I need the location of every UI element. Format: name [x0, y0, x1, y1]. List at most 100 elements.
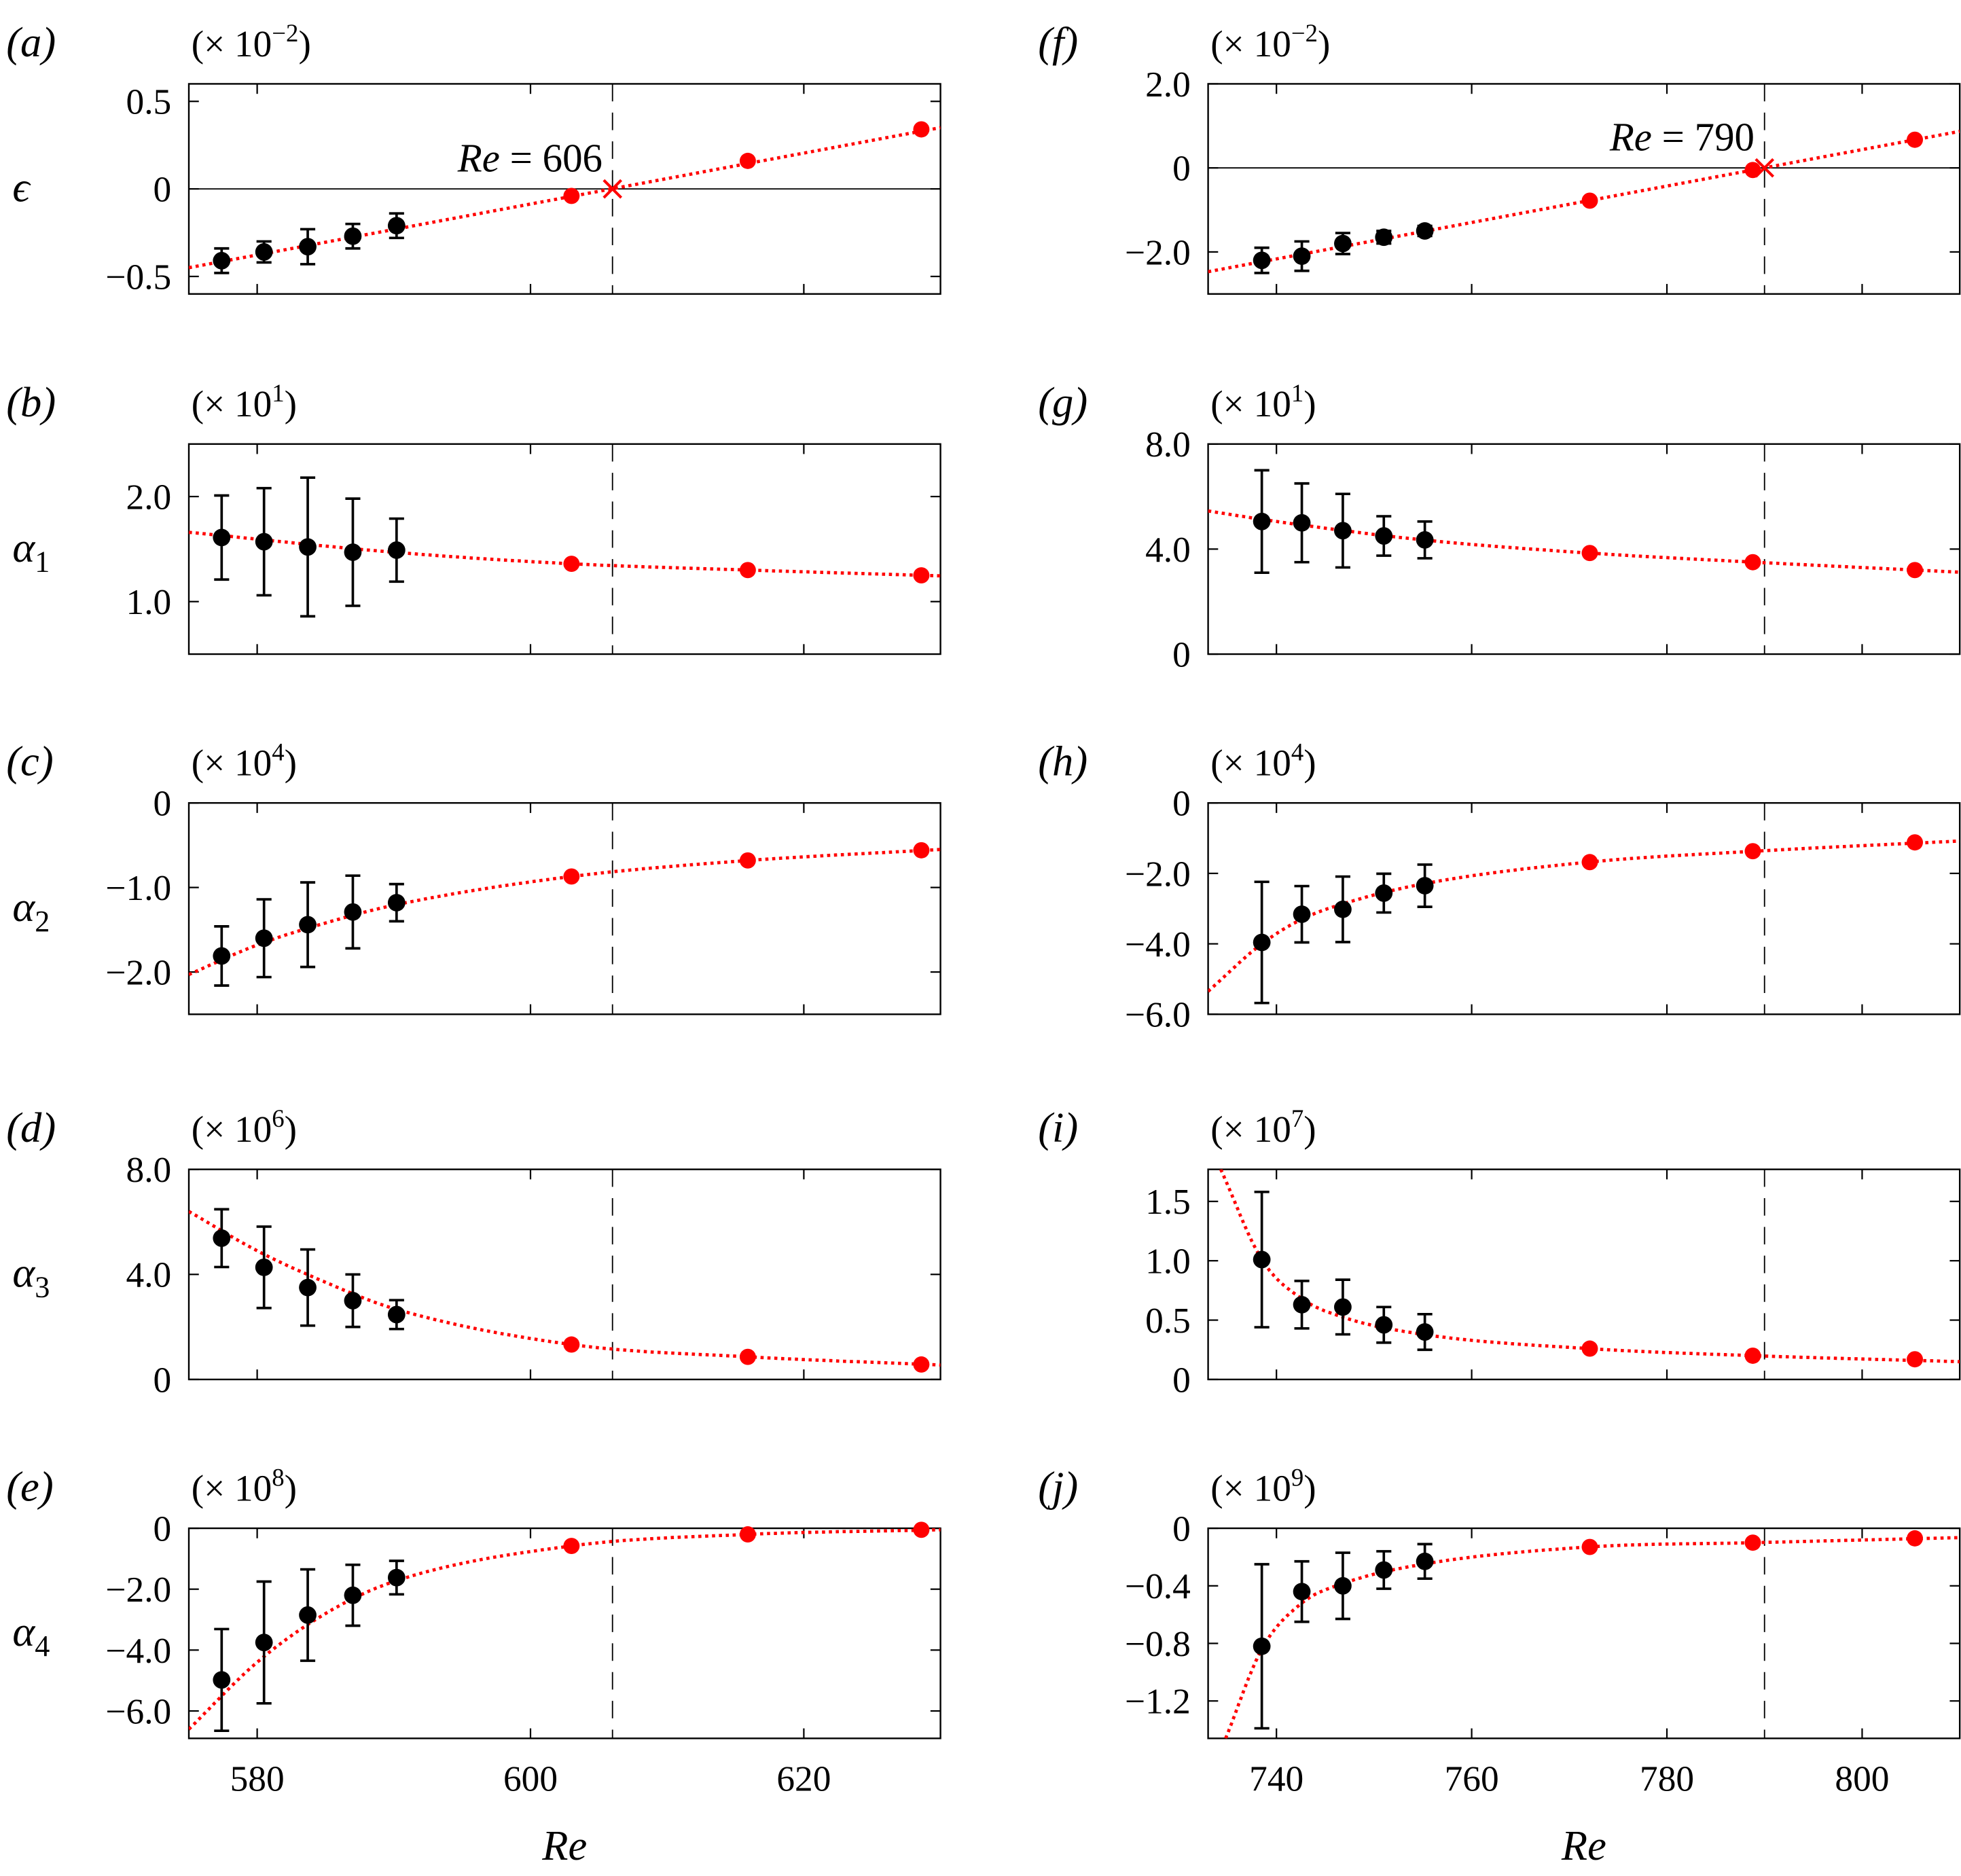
- y-tick-label: 0: [1172, 1359, 1191, 1400]
- measured-point: [1293, 1583, 1311, 1601]
- measured-point: [213, 251, 231, 270]
- plot-frame: [1207, 801, 1961, 1015]
- measured-point: [1334, 1298, 1352, 1316]
- measured-point: [1416, 222, 1434, 240]
- measured-point: [1375, 1561, 1393, 1579]
- fit-curve: [1219, 1169, 1960, 1364]
- y-tick-label: −4.0: [105, 1630, 171, 1671]
- measured-point: [344, 227, 362, 245]
- multiplier-close: ): [285, 383, 297, 425]
- axis-multiplier: (× 101): [192, 379, 297, 425]
- multiplier-exponent: 8: [272, 1463, 284, 1491]
- axis-multiplier: (× 104): [1210, 738, 1316, 784]
- measured-point: [1334, 234, 1352, 253]
- x-tick-label: 740: [1249, 1758, 1303, 1799]
- y-tick-label: 0: [1172, 148, 1191, 189]
- computed-point: [1744, 554, 1761, 571]
- computed-point: [739, 562, 756, 579]
- y-tick-label: 0: [154, 1508, 172, 1549]
- multiplier-exponent: −2: [1291, 19, 1318, 47]
- y-tick-label: 8.0: [126, 1149, 172, 1190]
- measured-point: [299, 238, 317, 256]
- annotation-value: = 606: [500, 136, 602, 180]
- fit-curve: [189, 848, 941, 976]
- y-label-symbol: ϵ: [12, 164, 31, 211]
- y-tick-label: 1.5: [1145, 1181, 1191, 1222]
- multiplier-close: ): [298, 23, 310, 65]
- multiplier-close: ): [1303, 742, 1316, 784]
- plot-frame: [187, 1527, 941, 1739]
- panel-label: (d): [6, 1104, 56, 1151]
- axis-multiplier: (× 104): [192, 738, 297, 784]
- y-tick-label: 0.5: [126, 82, 172, 122]
- computed-point: [1907, 131, 1924, 148]
- fit-curve: [1224, 1536, 1960, 1739]
- multiplier-close: ): [285, 742, 297, 784]
- multiplier-base: (× 10: [192, 742, 272, 784]
- measured-point: [1253, 933, 1271, 952]
- y-tick-label: 0: [1172, 634, 1191, 674]
- y-tick-label: −6.0: [1125, 994, 1191, 1035]
- y-tick-label: 0: [1172, 1508, 1191, 1549]
- measured-point: [1416, 530, 1434, 549]
- computed-point: [1907, 562, 1924, 579]
- multiplier-exponent: 1: [1291, 379, 1303, 407]
- measured-point: [213, 1229, 231, 1247]
- y-tick-label: −4.0: [1125, 924, 1191, 964]
- panel-j: (j) (× 109) 0 −0.4 −0.8 −1.2 740 760 780 800 Re: [1038, 1463, 1961, 1869]
- measured-point: [1334, 522, 1352, 540]
- measured-point: [213, 1671, 231, 1689]
- computed-point: [739, 1348, 756, 1365]
- y-tick-label: 0: [154, 169, 172, 210]
- computed-point: [1744, 1348, 1761, 1364]
- computed-point: [913, 1521, 930, 1538]
- multiplier-close: ): [1303, 1108, 1316, 1150]
- multiplier-close: ): [1318, 23, 1330, 65]
- plot-frame: [1207, 1168, 1961, 1381]
- x-tick-label: 600: [503, 1758, 558, 1799]
- measured-point: [1293, 513, 1311, 532]
- y-axis-label: α2: [12, 883, 50, 938]
- multiplier-close: ): [285, 1468, 297, 1509]
- measured-point: [387, 894, 406, 912]
- x-tick-label: 760: [1445, 1758, 1499, 1799]
- y-label-symbol: α: [12, 524, 35, 571]
- computed-point: [1907, 1351, 1924, 1368]
- multiplier-exponent: 1: [272, 379, 284, 407]
- multiplier-base: (× 10: [192, 383, 272, 425]
- panel-label: (b): [6, 378, 56, 426]
- y-tick-label: −6.0: [105, 1691, 171, 1731]
- measured-point: [1334, 1576, 1352, 1595]
- measured-point: [1293, 1295, 1311, 1314]
- axis-multiplier: (× 101): [1210, 379, 1316, 425]
- measured-point: [1375, 884, 1393, 902]
- computed-point: [1581, 545, 1598, 562]
- measured-point: [344, 1292, 362, 1310]
- x-tick-label: 780: [1640, 1758, 1694, 1799]
- computed-point: [1581, 854, 1598, 871]
- panel-d: (d) (× 106) α3 8.0 4.0 0: [6, 1104, 941, 1400]
- plot-frame: [1207, 1527, 1961, 1739]
- plot-frame: [187, 801, 941, 1015]
- y-tick-label: 8.0: [1145, 424, 1191, 465]
- y-tick-label: −0.8: [1125, 1623, 1191, 1664]
- multiplier-exponent: 4: [1291, 738, 1303, 766]
- computed-point: [913, 121, 930, 138]
- y-label-symbol: α: [12, 883, 35, 931]
- y-tick-label: −2.0: [105, 952, 171, 992]
- y-label-symbol: α: [12, 1608, 35, 1655]
- measured-point: [1334, 900, 1352, 918]
- x-axis-label: Re: [1561, 1822, 1606, 1869]
- measured-point: [387, 217, 406, 235]
- computed-point: [913, 842, 930, 859]
- computed-point: [1907, 834, 1924, 851]
- computed-point: [563, 187, 580, 204]
- multiplier-base: (× 10: [192, 23, 272, 65]
- fit-curve: [1208, 509, 1960, 574]
- measured-point: [1375, 228, 1393, 247]
- y-axis-label: α1: [12, 524, 50, 579]
- measured-point: [255, 1634, 273, 1652]
- y-label-subscript: 1: [35, 545, 50, 579]
- x-tick-label: 580: [230, 1758, 285, 1799]
- y-tick-label: 1.0: [126, 581, 172, 622]
